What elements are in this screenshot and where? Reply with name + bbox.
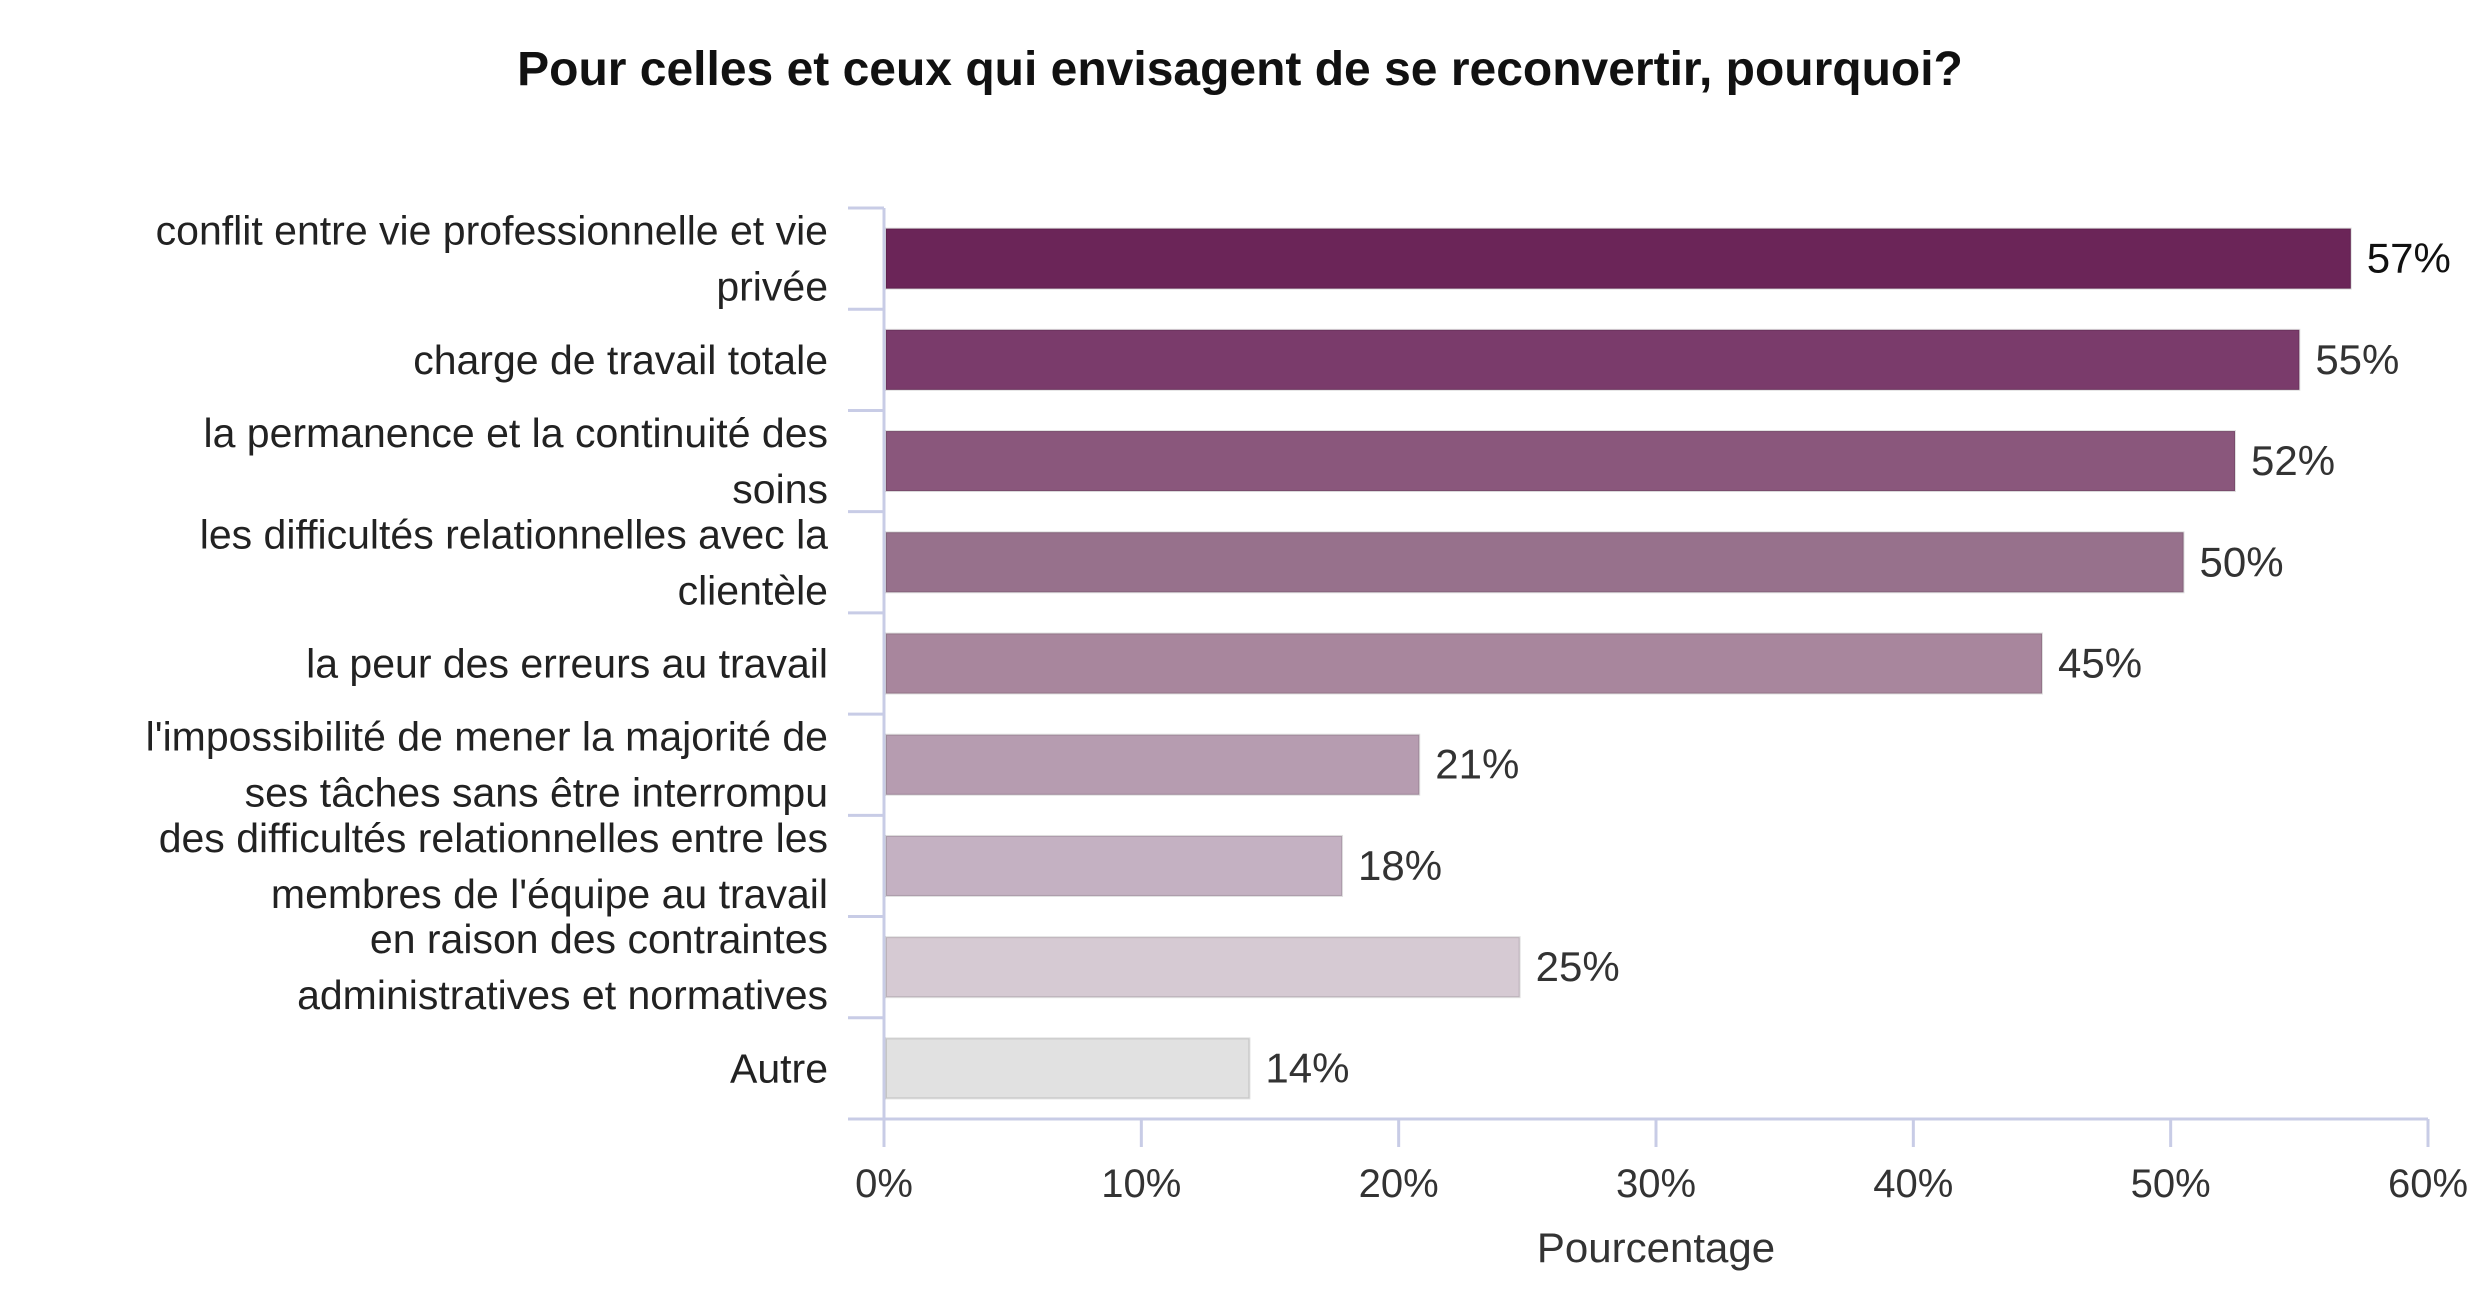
bar: [885, 531, 2185, 594]
bar-value-label: 50%: [2200, 538, 2284, 585]
bar-value-label: 25%: [1536, 943, 1620, 990]
x-tick-label: 40%: [1873, 1162, 1953, 1206]
x-tick-label: 0%: [855, 1162, 913, 1206]
category-label: la permanence et la continuité des: [203, 410, 828, 456]
category-label: conflit entre vie professionnelle et vie: [156, 208, 828, 254]
category-label: en raison des contraintes: [370, 916, 828, 962]
bar: [885, 936, 1521, 999]
category-label: membres de l'équipe au travail: [271, 871, 828, 917]
bar-value-label: 14%: [1265, 1044, 1349, 1091]
x-tick-label: 60%: [2388, 1162, 2468, 1206]
x-tick-label: 10%: [1101, 1162, 1181, 1206]
bar: [885, 1037, 1251, 1100]
bar-value-label: 18%: [1358, 842, 1442, 889]
category-label: administratives et normatives: [297, 972, 828, 1018]
category-label: l'impossibilité de mener la majorité de: [146, 714, 828, 760]
bar: [885, 227, 2352, 290]
x-tick-label: 20%: [1359, 1162, 1439, 1206]
bar: [885, 328, 2301, 391]
bar-value-label: 55%: [2315, 336, 2399, 383]
bar-value-label: 45%: [2058, 640, 2142, 687]
chart-title: Pour celles et ceux qui envisagent de se…: [517, 43, 1963, 96]
x-tick-label: 30%: [1616, 1162, 1696, 1206]
category-label: la peur des erreurs au travail: [306, 641, 828, 687]
category-label: clientèle: [678, 567, 828, 613]
x-tick-label: 50%: [2131, 1162, 2211, 1206]
bar-value-label: 52%: [2251, 437, 2335, 484]
category-label: privée: [716, 264, 828, 310]
category-label: charge de travail totale: [413, 337, 828, 383]
category-label: les difficultés relationnelles avec la: [200, 511, 828, 557]
category-label: soins: [732, 466, 828, 512]
category-label: Autre: [730, 1045, 828, 1091]
x-axis-title: Pourcentage: [1537, 1224, 1775, 1271]
category-label: ses tâches sans être interrompu: [245, 770, 828, 816]
bar: [885, 430, 2236, 493]
bar: [885, 834, 1344, 897]
category-label: des difficultés relationnelles entre les: [159, 815, 828, 861]
bar: [885, 632, 2043, 695]
bar-value-label: 57%: [2367, 235, 2451, 282]
bar-value-label: 21%: [1435, 741, 1519, 788]
bar: [885, 733, 1421, 796]
